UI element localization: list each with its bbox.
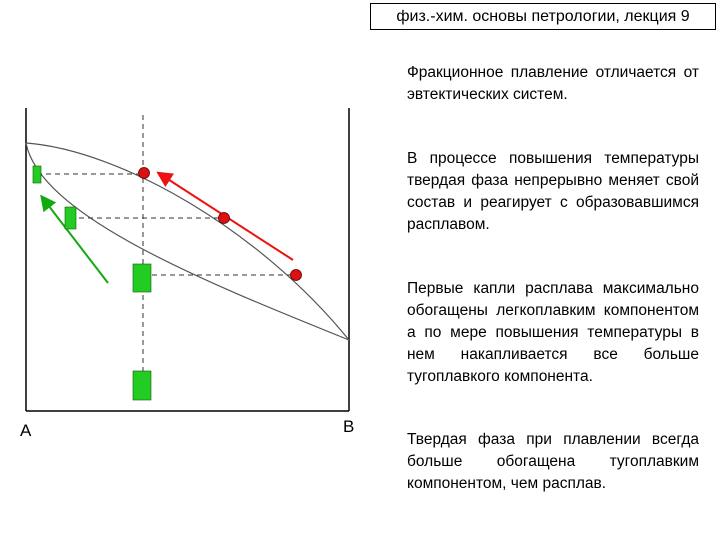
paragraph-4: Твердая фаза при плавлении всегда больше… xyxy=(407,431,699,492)
solid-phase-4 xyxy=(132,370,152,401)
component-b-label: B xyxy=(343,417,355,436)
liquidus-curve xyxy=(25,142,350,341)
component-a-label: A xyxy=(20,421,32,440)
solid-path-arrow xyxy=(40,194,109,284)
solidus-curve xyxy=(25,142,350,341)
liquid-point-2 xyxy=(218,212,230,224)
solid-phase-1 xyxy=(32,165,42,184)
slide-header: физ.-хим. основы петрологии, лекция 9 xyxy=(370,3,716,30)
solid-phase-2 xyxy=(64,206,77,230)
paragraph-1: Фракционное плавление отличается от эвте… xyxy=(407,64,699,103)
solid-phase-3 xyxy=(132,263,152,293)
liquid-point-3 xyxy=(290,269,302,281)
paragraph-2: В процессе повышения температуры твердая… xyxy=(407,150,699,233)
paragraph-3: Первые капли расплава максимально обогащ… xyxy=(407,280,699,385)
liquid-point-1 xyxy=(138,167,150,179)
